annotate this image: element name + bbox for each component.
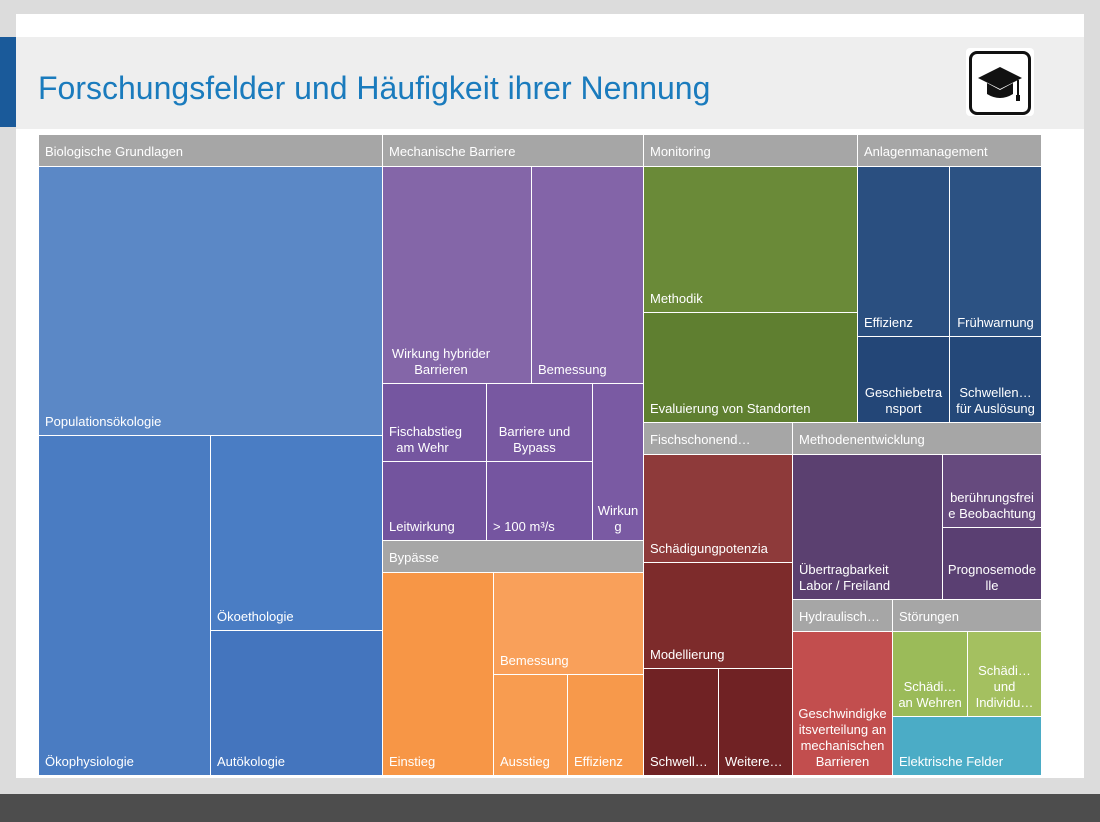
cell-label: Effizienz [864, 315, 913, 330]
group-header-mechanische-barriere: Mechanische Barriere [382, 134, 644, 167]
cell-label: Leitwirkung [389, 519, 455, 534]
cell-label: Modellierung [650, 647, 725, 662]
cell-label: Bemessung [538, 362, 607, 377]
treemap-cell: Bemessung [493, 572, 644, 675]
cell-label: Wirkung [597, 503, 639, 534]
cell-label: Methodik [650, 291, 703, 306]
cell-label: Elektrische Felder [899, 754, 1004, 769]
group-header-fischschonend: Fischschonend… [643, 422, 793, 455]
treemap-cell: Leitwirkung [382, 461, 487, 541]
treemap-cell: Schädi… und Individu… [967, 631, 1042, 717]
treemap-cell: Autökologie [210, 630, 383, 776]
treemap-cell: Schädi… an Wehren [892, 631, 968, 717]
cell-label: Einstieg [389, 754, 436, 769]
treemap-cell: Schwellen… für Auslösung [949, 336, 1042, 423]
treemap-cell: Ausstieg [493, 674, 568, 776]
treemap-cell: Effizienz [857, 166, 950, 337]
page-title: Forschungsfelder und Häufigkeit ihrer Ne… [38, 70, 711, 106]
group-header-stoerungen: Störungen [892, 599, 1042, 632]
cell-label: Ökophysiologie [45, 754, 134, 769]
cell-label: Fischabstieg am Wehr [389, 424, 462, 455]
treemap-cell: Geschiebetransport [857, 336, 950, 423]
treemap-cell: berührungsfreie Beobachtung [942, 454, 1042, 528]
treemap-cell: Evaluierung von Standorten [643, 312, 858, 423]
cell-label: Geschiebetransport [864, 385, 943, 416]
treemap-cell: Methodik [643, 166, 858, 313]
cell-label: Effizienz [574, 754, 623, 769]
cell-label: Schädigungpotenzia [650, 541, 768, 556]
group-header-hydraulisch: Hydraulisch… [792, 599, 893, 632]
treemap-cell: Übertragbarkeit Labor / Freiland [792, 454, 943, 600]
group-header-methodenentwicklung: Methodenentwicklung [792, 422, 1042, 455]
treemap-chart: Biologische Grundlagen Mechanische Barri… [38, 134, 1042, 776]
graduation-cap-icon [966, 48, 1034, 116]
cell-label: Wirkung hybrider Barrieren [391, 346, 491, 377]
treemap-cell: Effizienz [567, 674, 644, 776]
cell-label: Übertragbarkeit Labor / Freiland [799, 562, 891, 593]
group-header-monitoring: Monitoring [643, 134, 858, 167]
cell-label: Frühwarnung [957, 315, 1034, 330]
treemap-cell: Geschwindigkeitsverteilung an mechanisch… [792, 631, 893, 776]
treemap-cell: Populationsökologie [38, 166, 383, 436]
treemap-cell: Elektrische Felder [892, 716, 1042, 776]
treemap-cell: Wirkung [592, 383, 644, 541]
treemap-cell: Barriere und Bypass [486, 383, 593, 462]
cell-label: Geschwindigkeitsverteilung an mechanisch… [798, 706, 887, 769]
cell-label: Schädi… und Individu… [975, 663, 1034, 710]
cell-label: > 100 m³/s [493, 519, 555, 534]
cell-label: Evaluierung von Standorten [650, 401, 811, 416]
treemap-cell: Bemessung [531, 166, 644, 384]
group-header-biologische-grundlagen: Biologische Grundlagen [38, 134, 383, 167]
cell-label: Populationsökologie [45, 414, 162, 429]
cell-label: Autökologie [217, 754, 285, 769]
title-bar [16, 37, 1084, 129]
cell-label: berührungsfreie Beobachtung [948, 490, 1036, 521]
cell-label: Ausstieg [500, 754, 550, 769]
treemap-cell: Fischabstieg am Wehr [382, 383, 487, 462]
treemap-cell: Frühwarnung [949, 166, 1042, 337]
treemap-cell: Ökoethologie [210, 435, 383, 631]
treemap-cell: Modellierung [643, 562, 793, 669]
treemap-cell: Einstieg [382, 572, 494, 776]
cell-label: Prognosemodelle [947, 562, 1037, 593]
treemap-cell: Prognosemodelle [942, 527, 1042, 600]
treemap-cell: Weitere… [718, 668, 793, 776]
cell-label: Schwellen… für Auslösung [956, 385, 1035, 416]
footer-bar [0, 794, 1100, 822]
treemap-cell: Wirkung hybrider Barrieren [382, 166, 532, 384]
treemap-cell: > 100 m³/s [486, 461, 593, 541]
title-accent-bar [0, 37, 16, 127]
cell-label: Schwell… [650, 754, 708, 769]
treemap-cell: Ökophysiologie [38, 435, 211, 776]
cell-label: Ökoethologie [217, 609, 294, 624]
group-header-bypaesse: Bypässe [382, 540, 644, 573]
cell-label: Barriere und Bypass [498, 424, 571, 455]
group-header-anlagenmanagement: Anlagenmanagement [857, 134, 1042, 167]
treemap-cell: Schwell… [643, 668, 719, 776]
treemap-cell: Schädigungpotenzia [643, 454, 793, 563]
cell-label: Bemessung [500, 653, 569, 668]
cell-label: Schädi… an Wehren [898, 679, 962, 710]
cell-label: Weitere… [725, 754, 783, 769]
